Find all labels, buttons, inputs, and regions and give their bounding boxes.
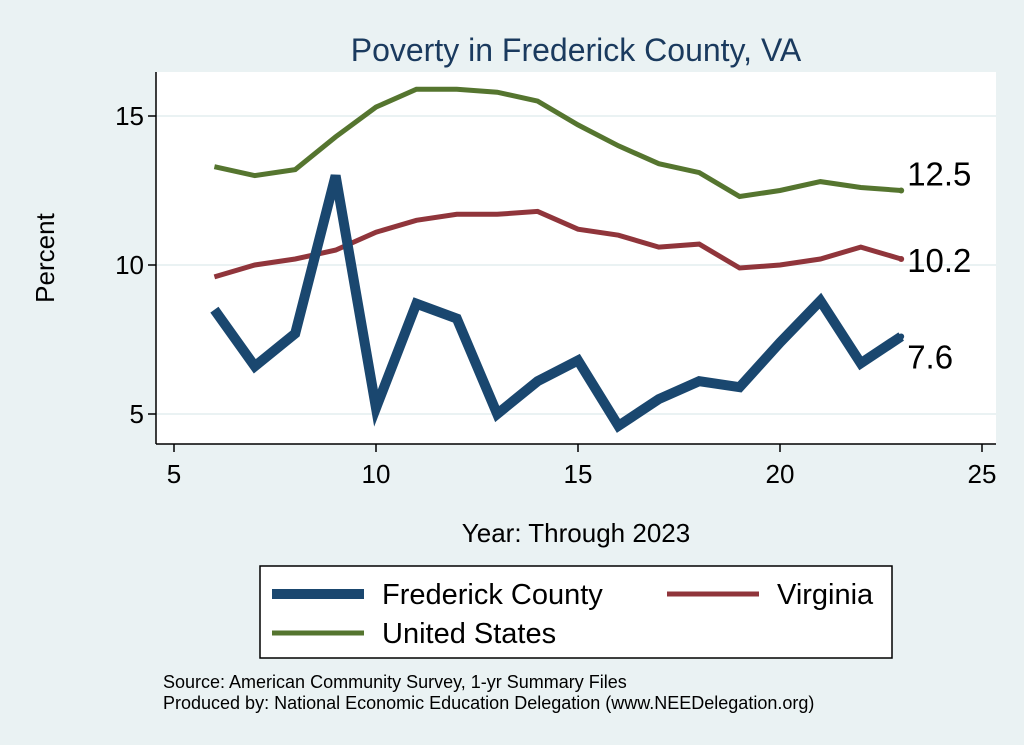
y-tick-label: 15	[115, 101, 144, 131]
x-tick-label: 15	[564, 459, 593, 489]
series-line-united-states	[213, 86, 902, 200]
x-tick-label: 10	[362, 459, 391, 489]
producer-note: Produced by: National Economic Education…	[163, 693, 814, 713]
x-tick-label: 5	[167, 459, 181, 489]
legend: Frederick County Virginia United States	[259, 565, 893, 659]
legend-label-virginia: Virginia	[777, 579, 874, 611]
end-point-united-states	[898, 187, 905, 194]
chart-title: Poverty in Frederick County, VA	[351, 32, 802, 68]
end-point-virginia	[898, 256, 905, 263]
series-line-frederick-county	[210, 174, 904, 433]
axes: 5 10 15 5 10 15 20 25	[115, 72, 996, 489]
x-tick-label: 20	[766, 459, 795, 489]
end-labels: 12.5 10.2 7.6	[907, 156, 971, 376]
end-label-united-states: 12.5	[907, 156, 971, 193]
legend-label-united-states: United States	[382, 618, 556, 650]
plot-area	[156, 72, 996, 444]
legend-label-frederick-county: Frederick County	[382, 579, 603, 611]
end-point-frederick-county	[898, 333, 905, 340]
y-tick-label: 5	[130, 399, 144, 429]
x-tick-label: 25	[968, 459, 997, 489]
legend-box	[259, 565, 893, 659]
y-axis-title: Percent	[30, 212, 60, 302]
y-tick-label: 10	[115, 250, 144, 280]
x-axis-title: Year: Through 2023	[462, 518, 690, 548]
source-note: Source: American Community Survey, 1-yr …	[163, 672, 627, 692]
series-line-virginia	[213, 208, 902, 280]
series-lines	[210, 86, 905, 433]
grid-lines	[156, 115, 996, 415]
end-label-virginia: 10.2	[907, 242, 971, 279]
end-label-frederick-county: 7.6	[907, 339, 953, 376]
